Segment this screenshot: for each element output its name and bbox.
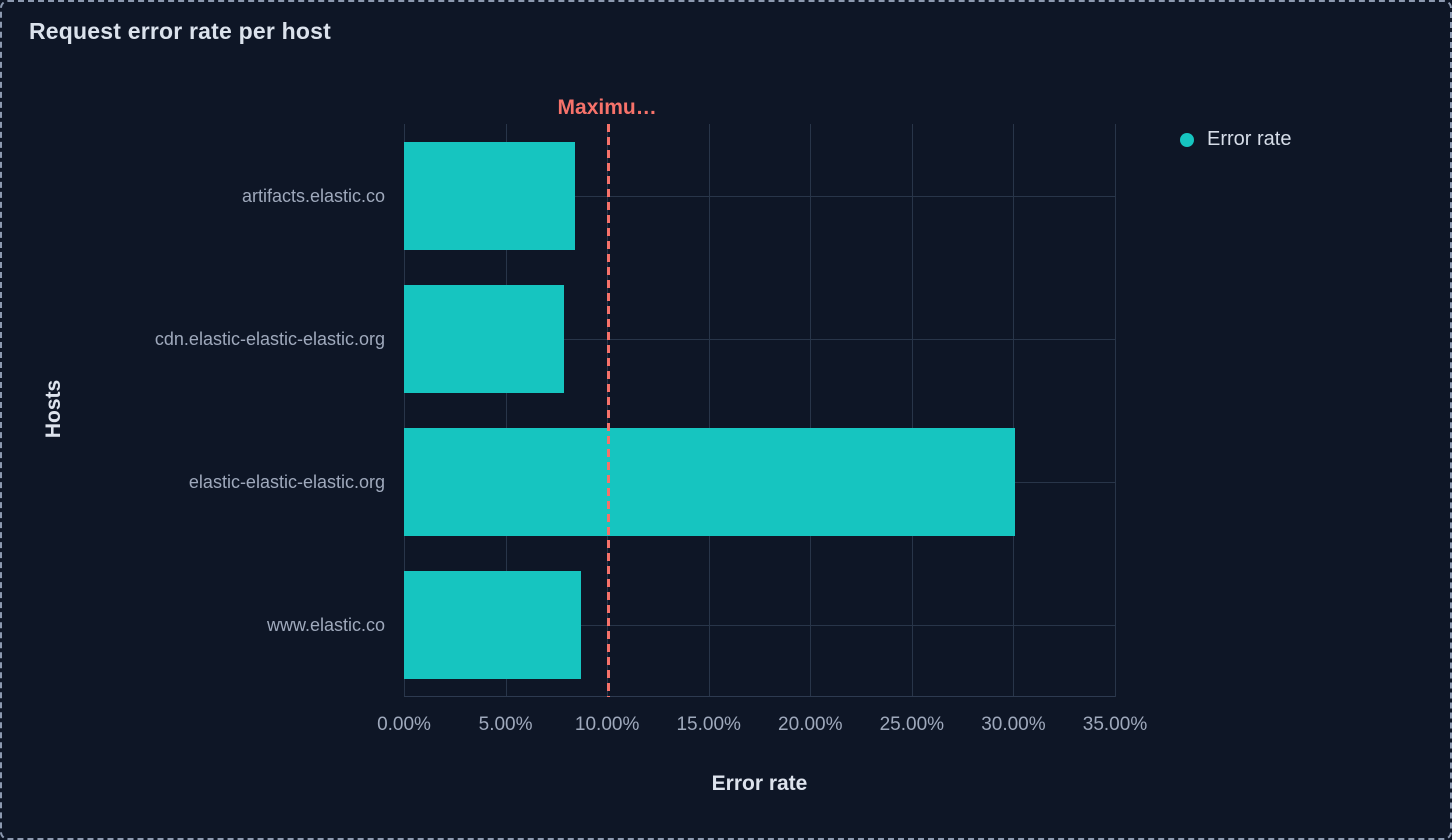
bar-cdn.elastic-elastic-elastic.org[interactable] bbox=[404, 284, 565, 393]
y-axis-category-labels: artifacts.elastic.co cdn.elastic-elastic-… bbox=[2, 124, 392, 697]
y-gridline bbox=[404, 338, 1115, 340]
legend-item-label: Error rate bbox=[1207, 128, 1292, 150]
category-label: elastic-elastic-elastic.org bbox=[188, 472, 385, 493]
x-gridline bbox=[404, 124, 405, 697]
x-tick-label: 30.00% bbox=[981, 714, 1046, 735]
bar-artifacts.elastic.co[interactable] bbox=[404, 141, 575, 250]
x-tick-label: 25.00% bbox=[879, 714, 945, 735]
x-tick-label: 20.00% bbox=[778, 714, 843, 735]
plot-area bbox=[404, 124, 1116, 697]
x-gridline bbox=[505, 124, 507, 697]
panel-title: Request error rate per host bbox=[29, 18, 331, 44]
x-axis-line bbox=[404, 696, 1115, 697]
x-gridline bbox=[911, 124, 913, 697]
category-label: artifacts.elastic.co bbox=[241, 185, 385, 206]
legend: Error rate bbox=[1180, 128, 1291, 151]
x-tick-label: 15.00% bbox=[676, 714, 741, 735]
category-label: www.elastic.co bbox=[266, 615, 385, 636]
x-gridline bbox=[1115, 124, 1116, 697]
x-tick-label: 35.00% bbox=[1082, 714, 1148, 735]
y-axis-title: Hosts bbox=[42, 379, 65, 439]
x-gridline bbox=[1013, 124, 1015, 697]
legend-color-dot-icon bbox=[1180, 132, 1194, 147]
threshold-label: Maximu… bbox=[557, 96, 657, 119]
x-tick-label: 0.00% bbox=[377, 714, 431, 735]
category-label: cdn.elastic-elastic-elastic.org bbox=[154, 328, 385, 349]
x-axis-tick-labels: 0.00% 5.00% 10.00% 15.00% 20.00% 25.00% 30.00%… bbox=[377, 714, 1147, 738]
y-gridline bbox=[404, 625, 1115, 627]
x-axis-title: Error rate bbox=[711, 772, 808, 795]
y-gridline bbox=[404, 195, 1115, 197]
threshold-line bbox=[607, 124, 611, 697]
x-gridline bbox=[810, 124, 812, 697]
x-gridline bbox=[708, 124, 710, 697]
bar-elastic-elastic-elastic.org[interactable] bbox=[404, 428, 1016, 537]
bar-www.elastic.co[interactable] bbox=[404, 571, 581, 680]
x-tick-label: 10.00% bbox=[574, 714, 640, 735]
x-tick-label: 5.00% bbox=[478, 714, 533, 735]
legend-item-error-rate[interactable]: Error rate bbox=[1180, 128, 1291, 151]
